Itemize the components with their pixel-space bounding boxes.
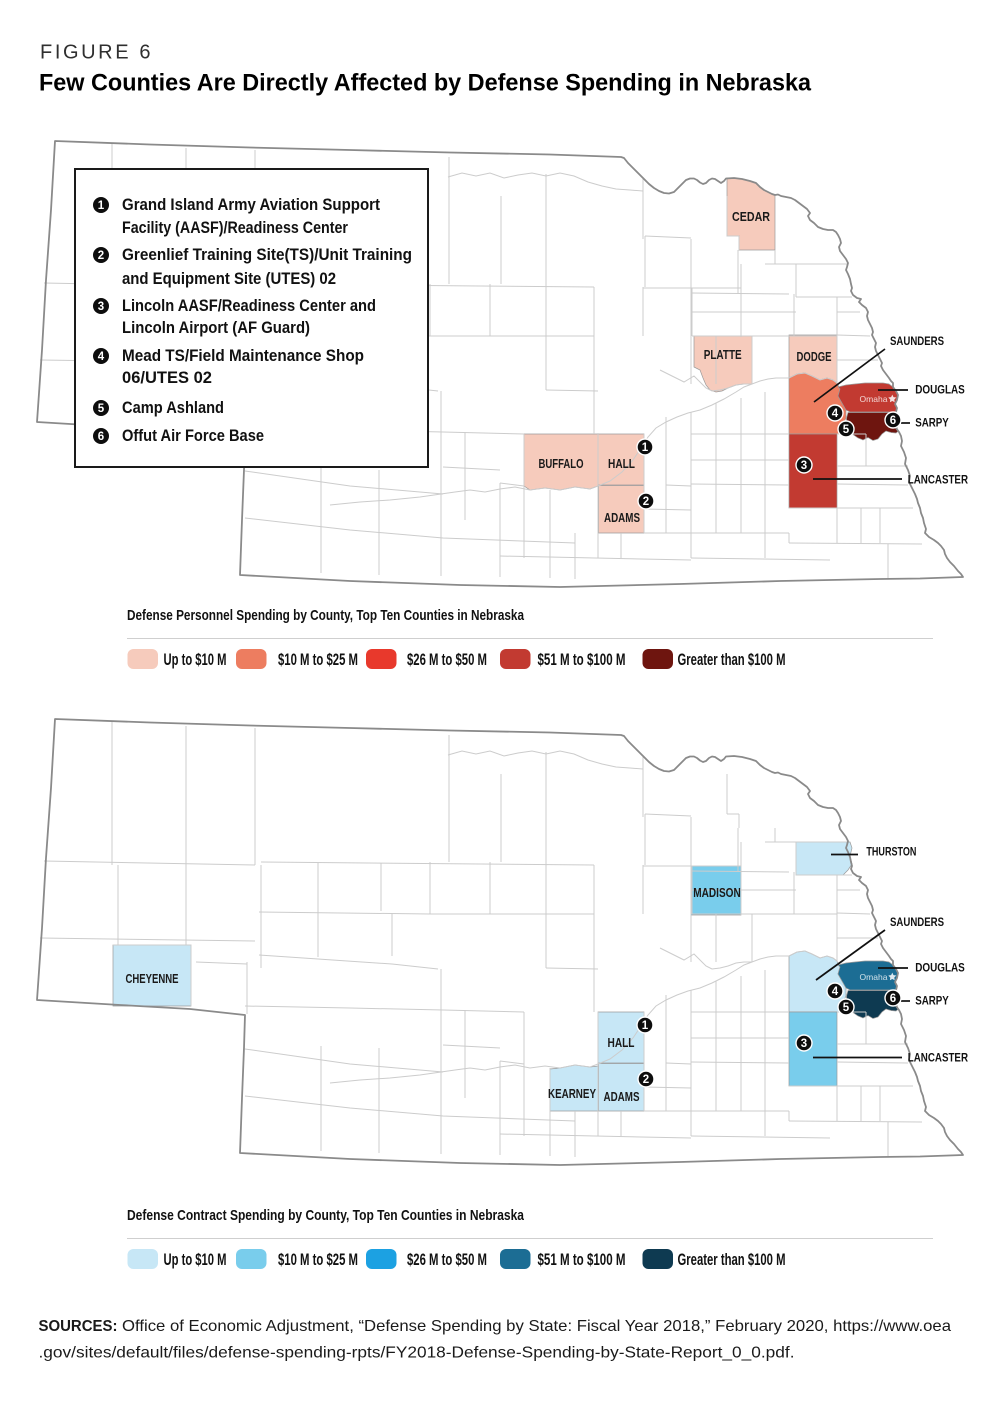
svg-text:5: 5 bbox=[98, 403, 105, 415]
svg-text:LANCASTER: LANCASTER bbox=[908, 1051, 968, 1065]
svg-text:DODGE: DODGE bbox=[797, 349, 832, 364]
svg-text:CEDAR: CEDAR bbox=[732, 209, 770, 224]
svg-text:Camp Ashland: Camp Ashland bbox=[122, 399, 224, 417]
svg-text:6: 6 bbox=[98, 431, 104, 443]
svg-text:5: 5 bbox=[843, 424, 850, 436]
svg-text:HALL: HALL bbox=[608, 456, 635, 471]
svg-text:4: 4 bbox=[832, 986, 839, 998]
svg-text:4: 4 bbox=[98, 351, 105, 363]
svg-text:$51 M to $100 M: $51 M to $100 M bbox=[538, 1251, 626, 1269]
svg-text:Lincoln AASF/Readiness Center: Lincoln AASF/Readiness Center and bbox=[122, 297, 376, 315]
svg-text:and Equipment Site (UTES) 02: and Equipment Site (UTES) 02 bbox=[122, 270, 336, 288]
svg-text:2: 2 bbox=[643, 1074, 649, 1086]
svg-text:Mead TS/Field Maintenance Shop: Mead TS/Field Maintenance Shop bbox=[122, 347, 364, 365]
svg-text:THURSTON: THURSTON bbox=[866, 845, 916, 859]
svg-text:Office of Economic Adjustment,: Office of Economic Adjustment, “Defense … bbox=[122, 1318, 951, 1335]
svg-text:.gov/sites/default/files/defen: .gov/sites/default/files/defense-spendin… bbox=[39, 1345, 795, 1362]
svg-text:$51 M to $100 M: $51 M to $100 M bbox=[538, 651, 626, 669]
svg-text:5: 5 bbox=[843, 1002, 850, 1014]
svg-text:FIGURE 6: FIGURE 6 bbox=[40, 41, 153, 63]
svg-text:Greater than $100 M: Greater than $100 M bbox=[678, 1251, 786, 1269]
svg-text:Greenlief Training Site(TS)/Un: Greenlief Training Site(TS)/Unit Trainin… bbox=[122, 246, 412, 264]
svg-text:2: 2 bbox=[643, 496, 649, 508]
svg-text:ADAMS: ADAMS bbox=[604, 510, 640, 525]
svg-text:ADAMS: ADAMS bbox=[604, 1089, 640, 1104]
svg-text:3: 3 bbox=[801, 460, 807, 472]
svg-text:2: 2 bbox=[98, 250, 104, 262]
svg-text:1: 1 bbox=[98, 200, 105, 212]
svg-text:Lincoln Airport (AF Guard): Lincoln Airport (AF Guard) bbox=[122, 319, 310, 337]
svg-text:6: 6 bbox=[890, 993, 896, 1005]
svg-text:BUFFALO: BUFFALO bbox=[539, 456, 584, 471]
svg-text:Omaha: Omaha bbox=[860, 394, 888, 404]
svg-text:MADISON: MADISON bbox=[693, 885, 741, 900]
svg-text:Defense Contract Spending by C: Defense Contract Spending by County, Top… bbox=[127, 1207, 525, 1224]
svg-text:Up to $10 M: Up to $10 M bbox=[164, 651, 227, 669]
svg-text:Few Counties Are Directly Affe: Few Counties Are Directly Affected by De… bbox=[39, 70, 812, 97]
svg-text:LANCASTER: LANCASTER bbox=[908, 473, 968, 487]
svg-text:Greater than $100 M: Greater than $100 M bbox=[678, 651, 786, 669]
svg-text:$10 M to $25 M: $10 M to $25 M bbox=[278, 1251, 358, 1269]
svg-text:3: 3 bbox=[801, 1038, 807, 1050]
svg-text:Facility (AASF)/Readiness Cent: Facility (AASF)/Readiness Center bbox=[122, 219, 348, 237]
svg-text:$26 M to $50 M: $26 M to $50 M bbox=[407, 1251, 487, 1269]
svg-text:CHEYENNE: CHEYENNE bbox=[126, 971, 179, 986]
svg-text:Grand Island Army Aviation Sup: Grand Island Army Aviation Support bbox=[122, 196, 380, 214]
svg-text:SARPY: SARPY bbox=[915, 416, 949, 430]
svg-text:SAUNDERS: SAUNDERS bbox=[890, 915, 944, 929]
svg-text:1: 1 bbox=[642, 442, 649, 454]
svg-text:4: 4 bbox=[832, 408, 839, 420]
svg-text:SOURCES:: SOURCES: bbox=[39, 1318, 118, 1335]
svg-text:Offut Air Force Base: Offut Air Force Base bbox=[122, 427, 264, 445]
svg-text:SARPY: SARPY bbox=[915, 994, 949, 1008]
svg-text:$10 M to $25 M: $10 M to $25 M bbox=[278, 651, 358, 669]
svg-text:1: 1 bbox=[642, 1020, 649, 1032]
svg-text:3: 3 bbox=[98, 301, 104, 313]
svg-text:Up to $10 M: Up to $10 M bbox=[164, 1251, 227, 1269]
svg-text:$26 M to $50 M: $26 M to $50 M bbox=[407, 651, 487, 669]
svg-text:HALL: HALL bbox=[608, 1035, 635, 1050]
svg-text:PLATTE: PLATTE bbox=[704, 347, 742, 362]
svg-text:DOUGLAS: DOUGLAS bbox=[915, 961, 965, 975]
svg-text:Defense Personnel Spending by: Defense Personnel Spending by County, To… bbox=[127, 607, 525, 624]
svg-text:DOUGLAS: DOUGLAS bbox=[915, 383, 965, 397]
svg-text:SAUNDERS: SAUNDERS bbox=[890, 334, 944, 348]
svg-text:06/UTES 02: 06/UTES 02 bbox=[122, 369, 212, 387]
svg-text:6: 6 bbox=[890, 415, 896, 427]
svg-text:Omaha: Omaha bbox=[860, 972, 888, 982]
svg-text:KEARNEY: KEARNEY bbox=[548, 1086, 596, 1101]
